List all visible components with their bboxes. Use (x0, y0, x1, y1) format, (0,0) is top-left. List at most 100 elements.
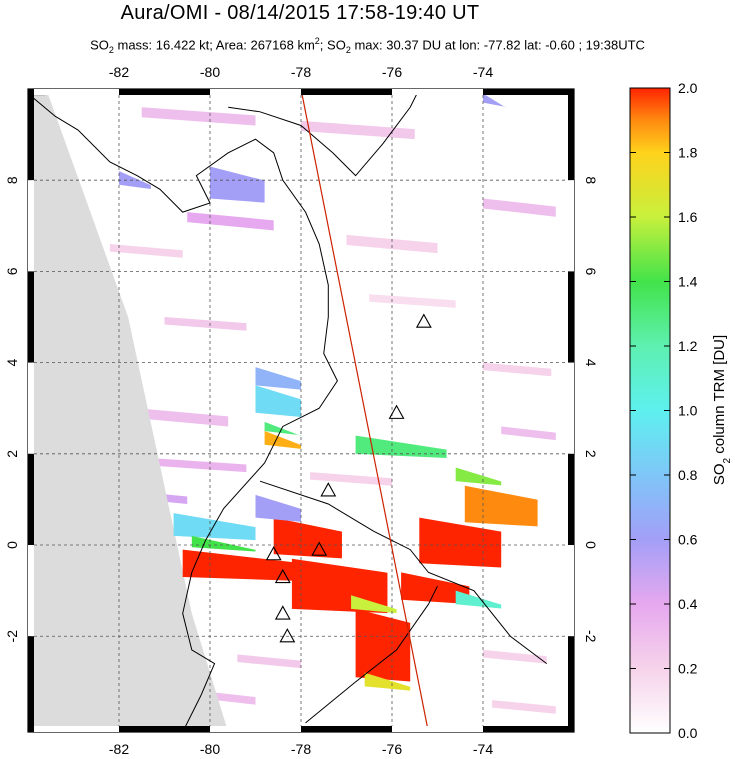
plume-block (351, 595, 397, 614)
frame-band (28, 180, 34, 272)
frame-band (28, 545, 34, 637)
colorbar-tick-label: 1.4 (678, 274, 698, 290)
background-streak (141, 107, 256, 126)
lat-tick-label-right: 4 (583, 359, 599, 367)
border (259, 480, 548, 664)
background-streak (187, 212, 274, 231)
plume-block (173, 513, 256, 541)
border (305, 585, 438, 724)
lat-tick-label-left: 2 (4, 450, 20, 458)
lat-tick-label-left: -2 (4, 630, 20, 643)
so2-plume (119, 93, 538, 691)
frame-band (568, 636, 574, 732)
volcano-icon (415, 313, 432, 328)
volcano-icon (274, 568, 291, 584)
lon-tick-label-top: -78 (291, 64, 311, 80)
frame-band (28, 636, 34, 732)
plume-block (255, 494, 301, 522)
frame-band (28, 271, 34, 363)
background-streak (109, 244, 183, 258)
colorbar-tick-label: 1.8 (678, 145, 698, 161)
colorbar-tick-label: 0.6 (678, 532, 698, 548)
lon-tick-label-bottom: -76 (382, 741, 402, 757)
lon-tick-label-top: -80 (200, 64, 220, 80)
lon-tick-label-bottom: -74 (473, 741, 493, 757)
frame-band (483, 89, 574, 95)
background-streak (483, 362, 552, 377)
frame-band (28, 89, 34, 181)
map-title: Aura/OMI - 08/14/2015 17:58-19:40 UT (120, 2, 480, 24)
background-streak (301, 120, 415, 140)
plume-block (483, 93, 506, 108)
plume-block (401, 572, 470, 604)
lat-tick-label-left: 4 (4, 359, 20, 367)
lat-tick-label-right: 0 (583, 541, 599, 549)
coastline (28, 93, 338, 732)
colorbar-tick-label: 1.2 (678, 338, 698, 354)
volcano-icon (274, 605, 291, 620)
plume-block (355, 608, 411, 682)
background-streak (483, 649, 547, 664)
colorbar-tick-label: 1.0 (678, 403, 698, 419)
background-streak (501, 426, 556, 441)
lon-tick-label-bottom: -78 (291, 741, 311, 757)
frame-band (28, 362, 34, 454)
volcano-icon (279, 628, 296, 643)
background-streak (164, 317, 247, 331)
graticule (28, 89, 574, 732)
background-streak (492, 700, 556, 714)
frame-band (568, 545, 574, 637)
frame-band (392, 89, 483, 95)
track-line (300, 89, 429, 732)
colorbar-tick-label: 0.4 (678, 596, 698, 612)
frame-band (568, 180, 574, 272)
frame-band (119, 89, 210, 95)
colorbar-tick-label: 0.0 (678, 725, 698, 741)
background-streak (155, 458, 247, 473)
colorbar-tick-label: 0.8 (678, 467, 698, 483)
frame-band (301, 89, 392, 95)
colorbar-tick-label: 0.2 (678, 661, 698, 677)
volcano-icon (311, 541, 328, 556)
lon-tick-label-top: -76 (382, 64, 402, 80)
background-streak (137, 408, 229, 427)
map-area (28, 89, 574, 732)
lat-tick-label-left: 0 (4, 541, 20, 549)
map-subtitle: SO2 mass: 16.422 kt; Area: 267168 km2; S… (90, 36, 645, 55)
coastlines (28, 89, 548, 732)
lat-tick-label-right: 6 (583, 268, 599, 276)
frame-band (568, 89, 574, 181)
plume-block (255, 367, 301, 390)
background-streak (369, 294, 456, 308)
lat-tick-label-right: 2 (583, 450, 599, 458)
background-streak (310, 472, 392, 486)
volcano-icon (265, 546, 282, 561)
plume-block (455, 590, 502, 609)
lon-tick-label-bottom: -82 (109, 741, 129, 757)
colorbar-scale (629, 87, 671, 734)
lat-tick-label-right: -2 (583, 630, 599, 643)
plume-block (364, 672, 411, 691)
frame-band (119, 726, 210, 732)
tick-labels: -82 -82 -80 -80 -78 -78 -76 -76 -74 -74 8 8 6 6 4 4 2 2 0 0… (4, 64, 599, 757)
volcano-icon (388, 404, 405, 419)
plume-block (182, 549, 306, 582)
colorbar: 0.0 0.2 0.4 0.6 0.8 1.0 1.2 1.4 1.6 1.8 2.0 SO2 co… (629, 80, 733, 741)
plume-block (255, 385, 301, 417)
plume-block (419, 517, 502, 568)
plume-block (264, 421, 301, 436)
frame-band (210, 89, 301, 95)
colorbar-tick-label: 2.0 (678, 80, 698, 96)
frame-band (483, 726, 574, 732)
plume-block (191, 535, 256, 552)
lat-tick-label-left: 8 (4, 176, 20, 184)
frame-band (210, 726, 301, 732)
frame-band (392, 726, 483, 732)
plume-block (119, 171, 151, 189)
no-data-region (28, 89, 229, 732)
plume-block (210, 166, 265, 203)
frame-band (28, 453, 34, 546)
lat-tick-label-right: 8 (583, 176, 599, 184)
frame-band (568, 453, 574, 546)
